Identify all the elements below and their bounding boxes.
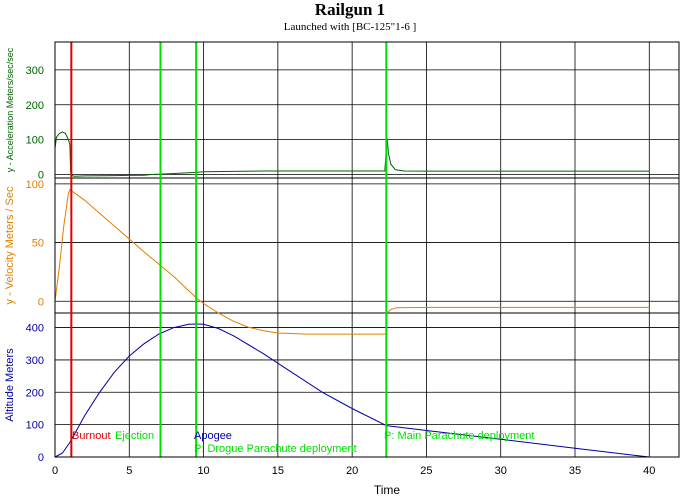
x-tick-label: 0 xyxy=(52,465,58,477)
chart-title: Railgun 1 xyxy=(314,0,386,19)
y-tick-label-altitude: 400 xyxy=(26,323,44,335)
chart-subtitle: Launched with [BC-125"1-6 ] xyxy=(283,21,417,33)
y-tick-label-altitude: 200 xyxy=(26,387,44,399)
y-tick-label-acceleration: 200 xyxy=(26,100,44,112)
x-tick-label: 25 xyxy=(420,465,432,477)
x-tick-label: 15 xyxy=(272,465,284,477)
x-tick-label: 30 xyxy=(495,465,507,477)
x-tick-label: 35 xyxy=(569,465,581,477)
x-tick-label: 40 xyxy=(643,465,655,477)
y-axis-label-acceleration: y - Acceleration Meters/sec/sec xyxy=(5,47,15,172)
x-axis-label: Time xyxy=(374,483,401,497)
y-tick-label-acceleration: 100 xyxy=(26,135,44,147)
event-label: Apogee xyxy=(194,430,232,442)
y-tick-label-velocity: 50 xyxy=(32,238,44,250)
series-line-altitude xyxy=(54,323,650,458)
y-tick-label-altitude: 300 xyxy=(26,355,44,367)
x-tick-label: 10 xyxy=(197,465,209,477)
event-label: Burnout xyxy=(72,430,111,442)
event-label: P: Main Parachute deployment xyxy=(384,430,534,442)
event-label: P: Drogue Parachute deployment xyxy=(194,443,357,455)
y-axis-label-velocity: y - Velocity Meters / Sec xyxy=(4,186,16,304)
plot-frame xyxy=(54,41,680,458)
grid-lines xyxy=(55,42,679,458)
series-line-velocity xyxy=(54,188,650,335)
y-tick-label-altitude: 100 xyxy=(26,420,44,432)
x-tick-label: 5 xyxy=(126,465,132,477)
y-tick-label-velocity: 100 xyxy=(26,179,44,191)
y-axis-label-altitude: Altitude Meters xyxy=(4,348,16,422)
y-tick-label-altitude: 0 xyxy=(38,452,44,464)
y-tick-label-velocity: 0 xyxy=(38,296,44,308)
y-tick-label-acceleration: 0 xyxy=(38,170,44,182)
y-tick-label-acceleration: 300 xyxy=(26,65,44,77)
x-tick-label: 20 xyxy=(346,465,358,477)
event-label: Ejection xyxy=(115,430,154,442)
